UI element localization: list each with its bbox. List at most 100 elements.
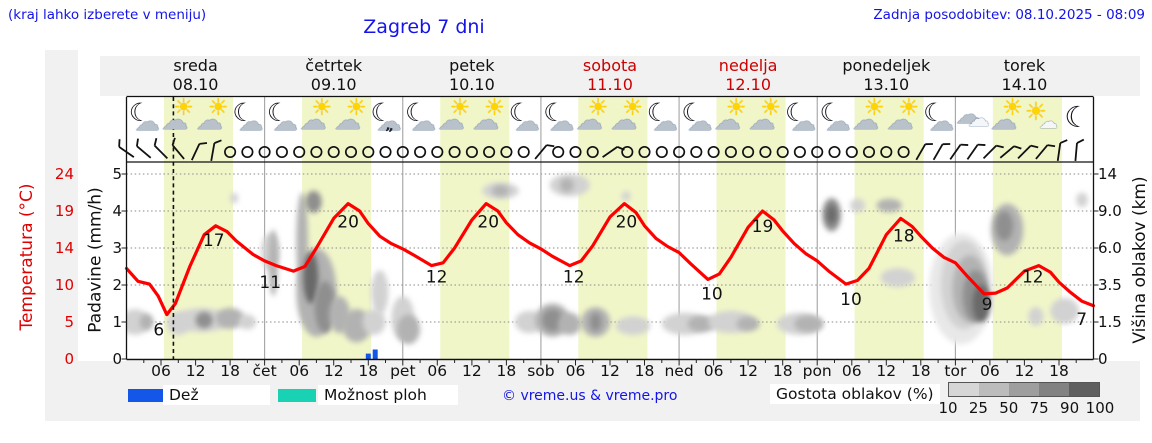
sun-cloud-icon: ☀ ☁ <box>333 95 369 142</box>
calm-wind-icon <box>431 145 444 159</box>
cloudg-glyph: ☁ <box>852 105 880 136</box>
temp-tick-24: 24 <box>54 164 74 183</box>
day-name: sobota <box>582 56 638 75</box>
x-hour-label: 18 <box>220 362 240 380</box>
cloudkm-tick-3.5: 3.5 <box>1098 275 1122 294</box>
density-tick-90: 90 <box>1060 399 1080 417</box>
temp-tick-14: 14 <box>54 238 74 257</box>
temp-extreme-label: 7 <box>1076 310 1087 330</box>
temp-extreme-label: 19 <box>752 217 774 237</box>
x-hour-label: 06 <box>980 362 1000 380</box>
cloudkm-tick-14: 14 <box>1098 164 1118 183</box>
wind-barb-icon <box>949 143 969 160</box>
day-name: sreda <box>173 56 218 75</box>
day-date: 10.10 <box>448 75 495 94</box>
calm-wind-icon <box>742 145 755 159</box>
sun-cloud-icon: ☀ ☁ <box>713 95 749 142</box>
calm-wind-icon <box>224 145 237 159</box>
sun-cloud-icon: ☀ ☁ <box>471 97 507 142</box>
rain-legend-label: Dež <box>163 385 270 405</box>
cloudg-glyph: ☁ <box>195 105 223 136</box>
cloudg-glyph: ☁ <box>549 107 575 136</box>
day-date: 08.10 <box>172 75 219 94</box>
sun-glyph: ☀ <box>311 95 333 121</box>
wind-barb-icon <box>153 138 169 160</box>
density-tick-25: 25 <box>968 399 988 417</box>
cloudg-glyph: ☁ <box>411 107 437 136</box>
temp-tick-5: 5 <box>64 312 74 331</box>
temp-extreme-label: 10 <box>840 290 862 310</box>
sun-cloud-icon: ☀ ☁ <box>747 97 783 142</box>
wind-barb-icon <box>136 138 152 159</box>
calm-wind-icon <box>483 145 496 159</box>
sun-glyph: ☀ <box>622 95 643 121</box>
temp-extreme-label: 12 <box>426 268 448 288</box>
x-hour-label: 18 <box>497 362 517 380</box>
moon-cloud-icon: ☾ ☁ <box>782 100 818 142</box>
cloudg-glyph: ☁ <box>437 105 465 136</box>
x-hour-label: 18 <box>635 362 655 380</box>
rain-bar <box>372 349 378 360</box>
cloudg-glyph: ☁ <box>825 107 851 136</box>
calm-wind-icon <box>500 145 513 159</box>
cloudg-glyph: ☁ <box>610 105 638 136</box>
sun-cloud-icon: ☀ ☁ <box>437 97 473 142</box>
density-segment <box>1039 383 1069 396</box>
calm-wind-icon <box>638 145 651 159</box>
day-date: 12.10 <box>725 75 772 94</box>
precip-tick-2: 2 <box>112 275 122 294</box>
sun-glyph: ☀ <box>345 95 367 121</box>
wind-barb-icon <box>1035 144 1056 160</box>
precip-tick-4: 4 <box>112 201 122 220</box>
moon-cloud-icon: ☾ ☁ <box>920 100 956 142</box>
precip-tick-5: 5 <box>112 164 122 183</box>
wind-barb-icon <box>210 139 222 162</box>
copyright-link[interactable]: © vreme.us & vreme.pro <box>502 388 678 404</box>
moon-cloud-icon: ☾ ☁ <box>816 100 852 142</box>
day-date: 11.10 <box>587 75 633 94</box>
sun-glyph: ☀ <box>587 95 609 121</box>
calm-wind-icon <box>379 145 392 159</box>
calm-wind-icon <box>552 145 565 159</box>
sun-glyph: ☀ <box>898 95 920 121</box>
calm-wind-icon <box>241 145 254 159</box>
moon-cloud-icon: ☾ ☁ <box>540 100 576 142</box>
sun-cloud-small-icon: ☀ ☁ <box>1024 99 1060 142</box>
day-header-petek: petek 10.10 <box>402 56 542 94</box>
moon-glyph: ☾ <box>370 98 393 127</box>
calm-wind-icon <box>448 145 461 159</box>
moon-glyph: ☾ <box>784 98 808 127</box>
precip-tick-0: 0 <box>112 349 122 368</box>
rain-legend-swatch <box>128 389 166 402</box>
sun-cloud-icon: ☀ ☁ <box>851 97 887 142</box>
cloud-density-colorbar <box>948 382 1100 397</box>
x-hour-label: 18 <box>358 362 378 380</box>
temp-extreme-label: 9 <box>982 295 993 315</box>
calm-wind-icon <box>327 145 340 159</box>
calm-wind-icon <box>655 145 668 159</box>
x-day-abbrev: tor <box>944 362 967 380</box>
moon-icon: ☾ <box>1058 100 1094 142</box>
wind-barb-icon <box>915 143 933 161</box>
cloudg-glyph: ☁ <box>238 107 264 136</box>
calm-wind-icon <box>811 145 824 159</box>
moon-glyph: ☾ <box>1064 100 1091 134</box>
temp-tick-0: 0 <box>64 349 74 368</box>
calm-wind-icon <box>845 145 858 159</box>
sun-glyph: ☀ <box>725 95 747 121</box>
sun-glyph: ☀ <box>1002 95 1023 121</box>
cloudg-glyph: ☁ <box>790 107 816 136</box>
moon-cloud-icon: ☾ ☁ <box>229 100 265 142</box>
cloudg-glyph: ☁ <box>134 107 160 136</box>
x-hour-label: 06 <box>289 362 309 380</box>
x-hour-label: 12 <box>876 362 896 380</box>
cloudg-glyph: ☁ <box>687 107 713 136</box>
x-hour-label: 12 <box>600 362 620 380</box>
calm-wind-icon <box>293 145 306 159</box>
x-hour-label: 12 <box>186 362 206 380</box>
x-hour-label: 12 <box>462 362 482 380</box>
cloudg-glyph: ☁ <box>161 105 189 136</box>
x-hour-label: 12 <box>738 362 758 380</box>
calm-wind-icon <box>310 145 323 159</box>
